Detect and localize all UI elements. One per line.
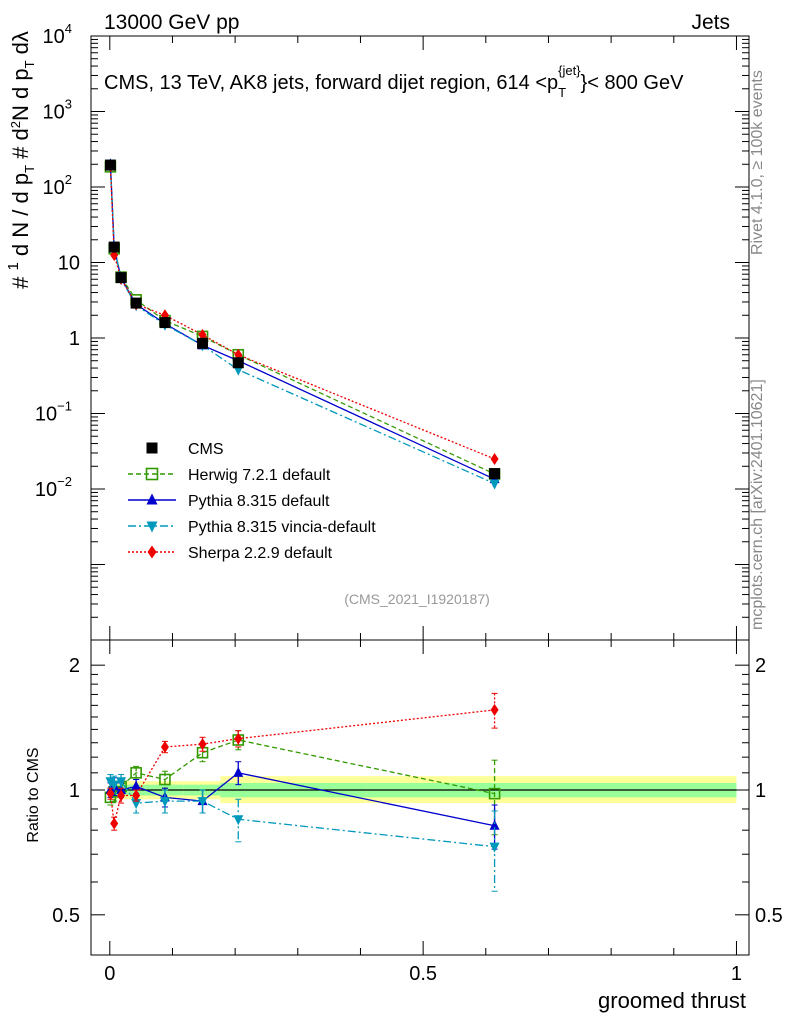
legend-entry-sherpa-2-2-9-default: Sherpa 2.2.9 default — [128, 545, 333, 562]
ratio-point — [198, 738, 207, 751]
y-tick-label: 103 — [43, 97, 72, 124]
ratio-y-tick-label: 0.5 — [52, 905, 80, 927]
data-point — [104, 159, 116, 171]
svg-text:# 1 d N / d pT # d2N d pT: # 1 d N / d pT # d2N d pT dλ — [5, 31, 37, 289]
legend-label: CMS — [188, 441, 224, 458]
energy-label: 13000 GeV pp — [104, 11, 239, 34]
ratio-y-tick-label: 1 — [69, 780, 80, 802]
ratio-point — [233, 766, 244, 777]
mcplots-label: mcplots.cern.ch [arXiv:2401.10621] — [749, 379, 766, 630]
ratio-point — [160, 740, 169, 753]
ratio-series-sherpa-2-2-9-default — [106, 692, 499, 831]
ratio-y-tick-label-right: 1 — [755, 780, 766, 802]
y-tick-label: 1 — [69, 328, 80, 350]
ratio-point — [110, 817, 119, 830]
ratio-point — [488, 787, 501, 800]
main-plot-panel: 10−2 10−1 1 10 102 103 104 — [35, 21, 750, 641]
data-point — [197, 337, 209, 349]
ratio-point — [489, 842, 500, 853]
ratio-point — [131, 780, 142, 791]
ratio-y-tick-label-right: 0.5 — [755, 905, 783, 927]
legend: CMS Herwig 7.2.1 default Pythia 8.315 defa… — [128, 441, 376, 562]
ratio-point — [233, 815, 244, 826]
ratio-point — [116, 777, 127, 788]
ratio-plot-panel: 0 0.5 1 0.5 0.5 1 1 2 2 — [52, 639, 783, 985]
x-axis-label: groomed thrust — [598, 988, 746, 1013]
data-point — [489, 468, 501, 480]
ratio-y-tick-label-right: 2 — [755, 655, 766, 677]
legend-marker — [146, 493, 158, 505]
analysis-tag: (CMS_2021_I1920187) — [344, 591, 490, 607]
ratio-series-pythia-8-315-vincia-default — [105, 773, 500, 892]
ratio-line — [109, 709, 495, 824]
legend-entry-cms: CMS — [146, 441, 224, 458]
legend-marker — [146, 521, 158, 533]
series-line — [109, 165, 495, 460]
category-label: Jets — [691, 11, 730, 34]
series-line — [109, 166, 495, 475]
data-point — [115, 272, 127, 284]
series-cms — [104, 159, 501, 480]
ratio-point — [130, 767, 142, 779]
series-line — [109, 163, 495, 485]
main-y-axis-label: # 1 d N / d pT # d2N d pT dλ — [5, 31, 37, 289]
y-tick-label: 102 — [43, 172, 72, 199]
legend-label: Pythia 8.315 vincia-default — [188, 519, 376, 536]
ratio-point — [197, 797, 208, 808]
ratio-frame — [90, 639, 750, 956]
x-tick-label: 0 — [104, 963, 115, 985]
ratio-point — [234, 732, 243, 745]
y-tick-label: 10 — [58, 253, 80, 275]
data-point — [232, 357, 244, 369]
x-tick-label: 1 — [731, 963, 742, 985]
ratio-point — [109, 780, 120, 791]
ratio-point — [132, 789, 141, 802]
legend-entry-pythia-8-315-default: Pythia 8.315 default — [128, 493, 330, 510]
legend-marker — [145, 467, 159, 481]
ratio-point — [490, 703, 499, 716]
ratio-point — [159, 797, 170, 808]
ratio-point — [106, 787, 115, 800]
legend-marker — [147, 545, 157, 559]
ratio-y-axis-label: Ratio to CMS — [25, 747, 42, 842]
legend-entry-herwig-7-2-1-default: Herwig 7.2.1 default — [128, 467, 331, 484]
data-point — [490, 452, 499, 465]
legend-entry-pythia-8-315-vincia-default: Pythia 8.315 vincia-default — [128, 519, 376, 536]
legend-label: Pythia 8.315 default — [188, 493, 330, 510]
data-point — [108, 241, 120, 253]
legend-label: Sherpa 2.2.9 default — [188, 545, 333, 562]
legend-marker — [146, 442, 158, 454]
ratio-point — [489, 819, 500, 830]
ratio-point — [117, 789, 126, 802]
series-sherpa-2-2-9-default — [106, 159, 499, 465]
rivet-label: Rivet 4.1.0, ≥ 100k events — [749, 70, 766, 255]
y-tick-label: 104 — [43, 21, 72, 48]
y-tick-label: 10−1 — [35, 399, 72, 426]
legend-label: Herwig 7.2.1 default — [188, 467, 331, 484]
data-point — [130, 297, 142, 309]
chart-title: CMS, 13 TeV, AK8 jets, forward dijet reg… — [104, 63, 684, 100]
y-tick-label: 10−2 — [35, 474, 72, 501]
ratio-y-tick-label: 2 — [69, 655, 80, 677]
data-point — [159, 317, 171, 329]
ratio-point — [159, 773, 171, 786]
data-point — [489, 479, 500, 490]
x-tick-label: 0.5 — [409, 963, 437, 985]
